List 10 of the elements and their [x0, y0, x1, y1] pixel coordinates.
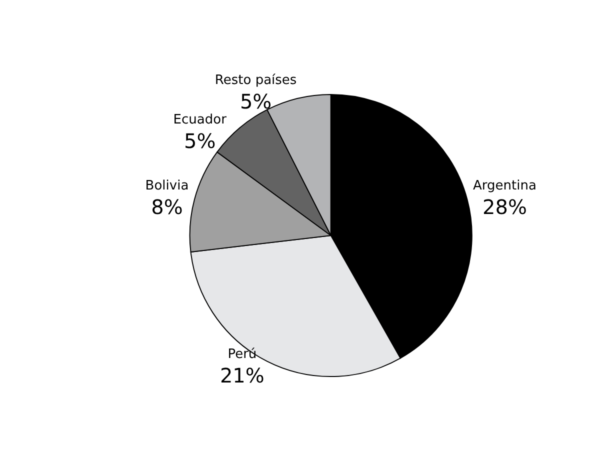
slice-label: Resto países: [214, 72, 297, 88]
data-label: 5%: [184, 128, 216, 153]
slice-label: Ecuador: [173, 112, 228, 128]
data-label: 28%: [482, 194, 527, 219]
slice-label: Bolivia: [145, 178, 189, 194]
data-label: 5%: [240, 89, 272, 114]
data-label: 21%: [220, 364, 264, 388]
data-label: 8%: [151, 194, 183, 219]
slice-label: Perú: [228, 347, 257, 362]
slice-label: Argentina: [473, 178, 536, 194]
